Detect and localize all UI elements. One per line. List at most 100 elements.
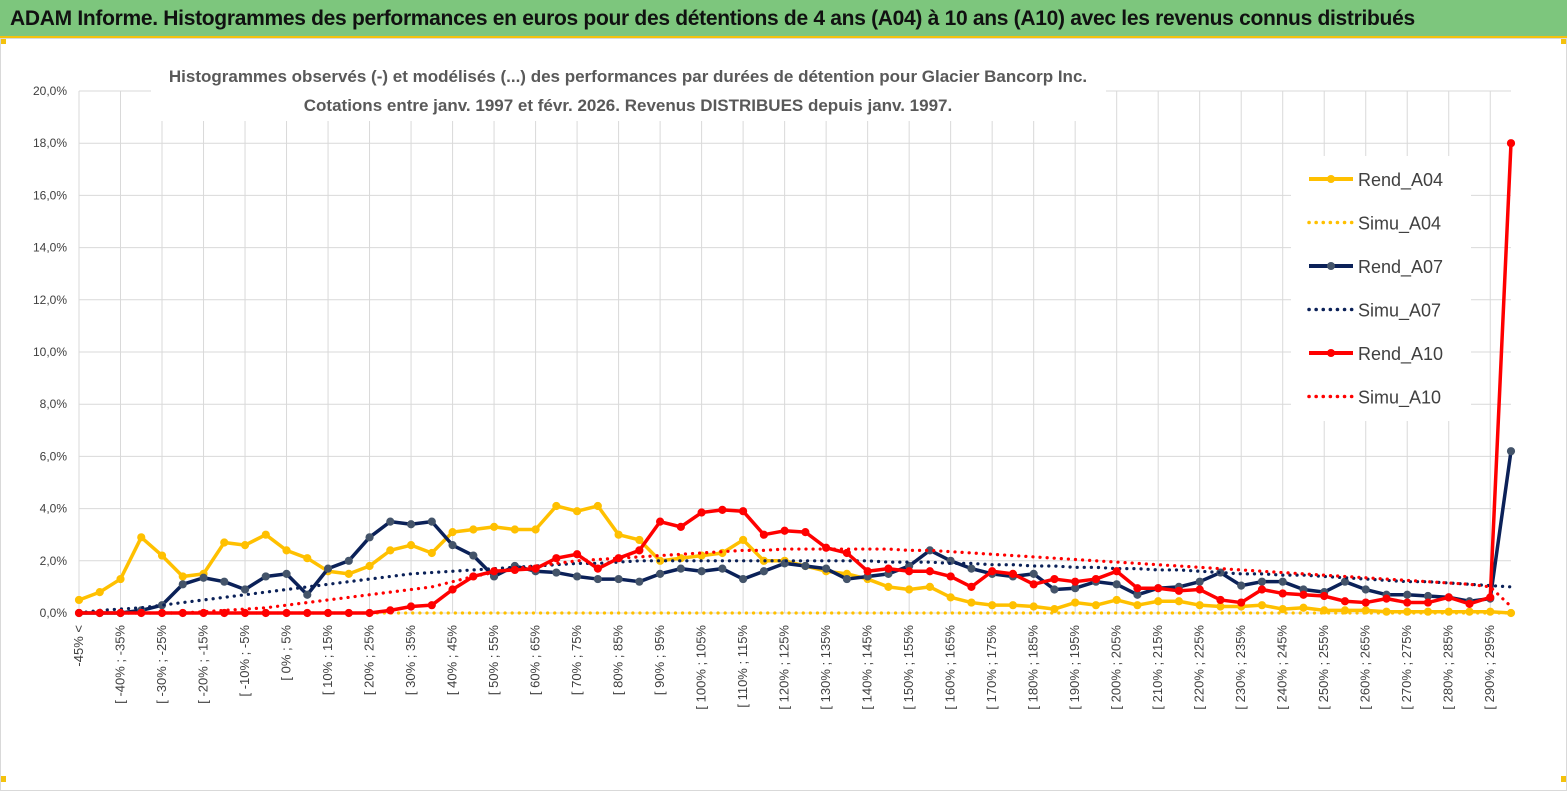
series-Rend_A04 bbox=[74, 501, 1516, 618]
y-tick-label: 4,0% bbox=[40, 502, 68, 516]
data-point bbox=[344, 569, 353, 578]
data-point bbox=[593, 501, 602, 511]
data-point bbox=[1071, 577, 1080, 586]
x-tick-label: [ 270% ; 275% bbox=[1399, 625, 1414, 710]
data-point bbox=[469, 551, 478, 560]
x-tick-label: [ 290% ; 295% bbox=[1482, 625, 1497, 710]
data-point bbox=[635, 577, 644, 586]
data-point bbox=[1008, 601, 1018, 610]
data-point bbox=[759, 567, 768, 576]
x-tick-label: [ 60% ; 65% bbox=[528, 625, 543, 696]
x-tick-label: [ 240% ; 245% bbox=[1275, 625, 1290, 710]
data-point bbox=[822, 543, 831, 552]
x-tick-label: [ 280% ; 285% bbox=[1441, 625, 1456, 710]
data-point bbox=[1257, 577, 1267, 586]
data-point bbox=[365, 608, 374, 618]
data-point bbox=[1195, 585, 1204, 594]
x-tick-label: [ 190% ; 195% bbox=[1067, 625, 1082, 710]
data-point bbox=[614, 574, 623, 584]
data-point bbox=[1340, 597, 1350, 606]
legend-label: Simu_A07 bbox=[1358, 301, 1441, 322]
x-tick-label: [ 170% ; 175% bbox=[984, 625, 999, 710]
data-point bbox=[137, 533, 146, 542]
data-point bbox=[572, 572, 582, 581]
data-point bbox=[1237, 598, 1246, 607]
y-tick-label: 10,0% bbox=[33, 345, 67, 359]
data-point bbox=[178, 572, 187, 581]
data-point bbox=[905, 567, 914, 576]
series-Rend_A10 bbox=[74, 139, 1516, 618]
data-point bbox=[1278, 604, 1287, 614]
data-point bbox=[1257, 585, 1267, 594]
data-point bbox=[220, 577, 229, 586]
data-point bbox=[925, 567, 934, 576]
data-point bbox=[116, 574, 125, 584]
data-point bbox=[1195, 601, 1204, 610]
data-point bbox=[1423, 598, 1433, 607]
x-tick-label: [ 20% ; 25% bbox=[362, 625, 377, 696]
data-point bbox=[1465, 607, 1474, 616]
data-point bbox=[1382, 594, 1391, 603]
y-tick-label: 0,0% bbox=[40, 606, 68, 620]
x-tick-label: [ -30% ; -25% bbox=[154, 625, 169, 704]
data-point bbox=[531, 525, 540, 534]
gridlines bbox=[78, 90, 1511, 614]
chart-subtitle: Cotations entre janv. 1997 et févr. 2026… bbox=[304, 96, 952, 115]
data-point bbox=[1133, 601, 1142, 610]
series-Simu_A07 bbox=[77, 559, 1513, 615]
data-point bbox=[739, 507, 748, 516]
data-point bbox=[884, 564, 893, 573]
data-point bbox=[1278, 589, 1287, 598]
series-line bbox=[77, 547, 1513, 615]
data-point bbox=[1465, 599, 1474, 608]
data-point bbox=[1091, 601, 1101, 610]
data-point bbox=[1320, 591, 1329, 601]
x-tick-label: [ 180% ; 185% bbox=[1026, 625, 1041, 710]
legend-label: Rend_A04 bbox=[1358, 170, 1443, 191]
y-tick-label: 2,0% bbox=[40, 554, 68, 568]
data-point bbox=[967, 598, 976, 607]
corner-marker bbox=[1561, 38, 1567, 44]
data-point bbox=[718, 505, 727, 515]
x-tick-label: [ 50% ; 55% bbox=[486, 625, 501, 696]
legend-marker bbox=[1327, 349, 1335, 357]
data-point bbox=[739, 574, 748, 584]
legend-label: Rend_A10 bbox=[1358, 344, 1443, 365]
data-point bbox=[988, 601, 997, 610]
legend-label: Rend_A07 bbox=[1358, 257, 1443, 278]
x-tick-label: [ -10% ; -5% bbox=[237, 625, 252, 697]
data-point bbox=[863, 567, 872, 576]
y-axis: 0,0% 2,0% 4,0% 6,0% 8,0% 10,0% 12,0% 14,0% 16,0%… bbox=[33, 84, 67, 620]
data-point bbox=[1029, 569, 1038, 578]
series-line bbox=[79, 143, 1513, 615]
data-point bbox=[1008, 569, 1018, 578]
data-point bbox=[303, 554, 312, 563]
y-tick-label: 8,0% bbox=[40, 397, 68, 411]
data-point bbox=[261, 608, 270, 618]
x-tick-label: [ 220% ; 225% bbox=[1192, 625, 1207, 710]
chart-title: Histogrammes observés (-) et modélisés (… bbox=[169, 67, 1087, 86]
x-tick-label: [ 90% ; 95% bbox=[652, 625, 667, 696]
data-point bbox=[552, 554, 561, 563]
data-point bbox=[1340, 577, 1350, 586]
data-point bbox=[1257, 601, 1267, 610]
data-point bbox=[1154, 584, 1163, 593]
y-tick-label: 14,0% bbox=[33, 241, 67, 255]
x-tick-label: [ 70% ; 75% bbox=[569, 625, 584, 696]
x-tick-label: [ 100% ; 105% bbox=[694, 625, 709, 710]
data-point bbox=[1444, 593, 1453, 602]
data-point bbox=[1133, 584, 1142, 593]
data-point bbox=[552, 568, 561, 577]
data-point bbox=[303, 590, 312, 599]
legend-label: Simu_A04 bbox=[1358, 214, 1441, 235]
data-point bbox=[365, 533, 374, 542]
data-point bbox=[1050, 574, 1059, 584]
legend-label: Simu_A10 bbox=[1358, 388, 1441, 409]
corner-marker bbox=[1561, 776, 1567, 782]
data-point bbox=[137, 608, 146, 618]
x-tick-label: [ 260% ; 265% bbox=[1358, 625, 1373, 710]
data-point bbox=[1506, 447, 1516, 456]
data-point bbox=[635, 546, 644, 555]
data-point bbox=[739, 535, 748, 545]
data-point bbox=[697, 567, 706, 576]
